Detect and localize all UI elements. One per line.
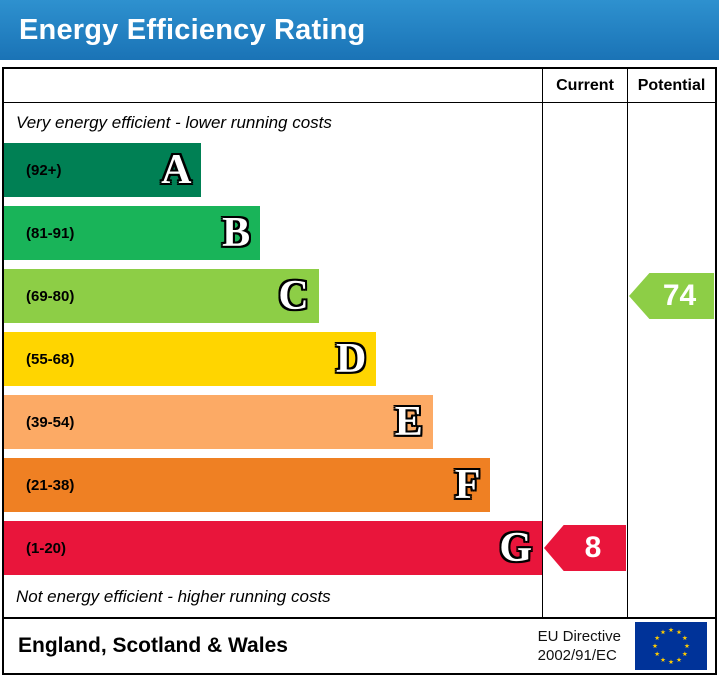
band-range-label: (1-20) bbox=[26, 539, 67, 557]
band-range-label: (55-68) bbox=[26, 350, 75, 368]
band-letter: A bbox=[161, 147, 192, 193]
potential-column: 74 bbox=[627, 103, 715, 617]
band-row: (55-68) D bbox=[4, 332, 542, 386]
band-letter: B bbox=[222, 210, 251, 256]
eu-directive-label: EU Directive 2002/91/EC bbox=[538, 627, 621, 666]
band-letter: E bbox=[394, 399, 423, 445]
band-bar-f: (21-38) F bbox=[4, 458, 491, 512]
eu-flag-icon bbox=[635, 622, 707, 670]
column-header-current: Current bbox=[542, 69, 627, 102]
band-range-label: (39-54) bbox=[26, 413, 75, 431]
band-bar-a: (92+) A bbox=[4, 143, 202, 197]
band-letter: F bbox=[454, 462, 481, 508]
band-row: (21-38) F bbox=[4, 458, 542, 512]
band-bar-g: (1-20) G bbox=[4, 521, 542, 575]
band-row: (81-91) B bbox=[4, 206, 542, 260]
chart-footer: England, Scotland & Wales EU Directive 2… bbox=[4, 617, 715, 673]
note-not-efficient: Not energy efficient - higher running co… bbox=[16, 587, 331, 606]
band-row: (69-80) C bbox=[4, 269, 542, 323]
eu-directive-line1: EU Directive bbox=[537, 627, 621, 645]
band-letter: C bbox=[278, 273, 309, 319]
chart-body: Very energy efficient - lower running co… bbox=[4, 103, 715, 617]
band-bar-d: (55-68) D bbox=[4, 332, 377, 386]
band-row: (1-20) G bbox=[4, 521, 542, 575]
band-bar-b: (81-91) B bbox=[4, 206, 261, 260]
band-range-label: (81-91) bbox=[26, 224, 75, 242]
title-bar: Energy Efficiency Rating bbox=[0, 0, 719, 60]
current-rating-value: 8 bbox=[584, 531, 602, 564]
potential-rating-value: 74 bbox=[662, 279, 697, 312]
band-range-label: (92+) bbox=[26, 161, 62, 179]
eu-directive-line2: 2002/91/EC bbox=[537, 647, 617, 664]
band-row: (92+) A bbox=[4, 143, 542, 197]
rating-chart-box: Current Potential Very energy efficient … bbox=[2, 67, 717, 675]
band-bar-e: (39-54) E bbox=[4, 395, 433, 449]
potential-rating-arrow: 74 bbox=[629, 273, 714, 319]
band-letter: D bbox=[335, 336, 367, 382]
band-row: (39-54) E bbox=[4, 395, 542, 449]
current-rating-arrow: 8 bbox=[544, 525, 626, 571]
chart-header-spacer bbox=[4, 69, 542, 102]
current-column: 8 bbox=[542, 103, 627, 617]
bands-zone: Very energy efficient - lower running co… bbox=[4, 103, 542, 617]
region-label: England, Scotland & Wales bbox=[18, 634, 288, 657]
band-range-label: (69-80) bbox=[26, 287, 75, 305]
band-range-label: (21-38) bbox=[26, 476, 75, 494]
page-title: Energy Efficiency Rating bbox=[19, 13, 366, 46]
band-letter: G bbox=[499, 525, 532, 571]
band-bar-c: (69-80) C bbox=[4, 269, 319, 323]
note-very-efficient: Very energy efficient - lower running co… bbox=[16, 113, 332, 132]
column-header-potential: Potential bbox=[627, 69, 715, 102]
chart-header-row: Current Potential bbox=[4, 69, 715, 103]
